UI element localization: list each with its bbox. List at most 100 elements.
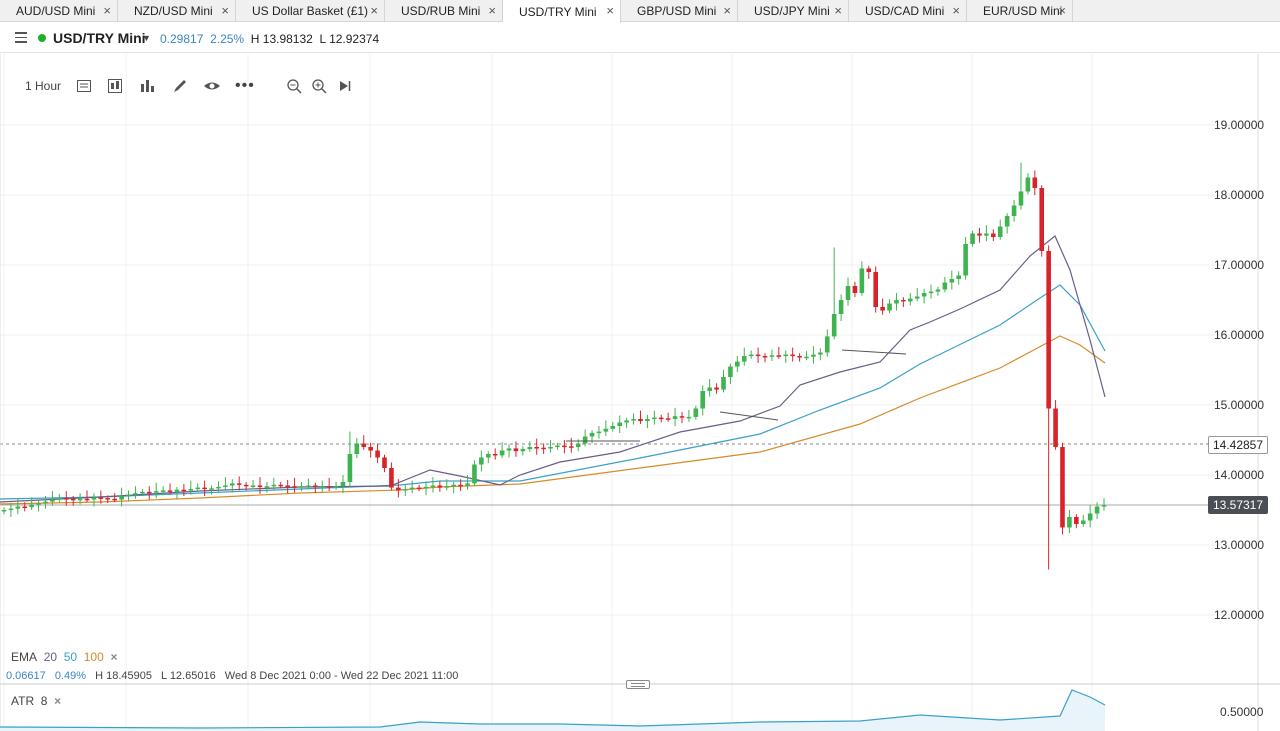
- tab-label: USD/RUB Mini: [401, 4, 481, 18]
- candle-body: [479, 457, 484, 465]
- candle-body: [174, 489, 180, 492]
- candle-body: [50, 499, 55, 502]
- candle-body: [389, 468, 394, 488]
- interval-selector[interactable]: 1 Hour: [25, 79, 62, 93]
- candle-body: [506, 448, 512, 451]
- candle-body: [1018, 191, 1024, 206]
- scroll-end-icon[interactable]: [338, 74, 352, 98]
- candle-body: [326, 486, 332, 488]
- candle-body: [783, 354, 789, 357]
- candle-body: [499, 450, 505, 456]
- candle-body: [77, 498, 83, 501]
- candle-body: [901, 300, 906, 302]
- candle-body: [693, 408, 699, 417]
- candle-body: [513, 448, 519, 452]
- close-icon[interactable]: ×: [952, 3, 960, 18]
- close-icon[interactable]: ×: [606, 3, 614, 18]
- candle-body: [596, 431, 602, 434]
- quote-summary: 0.29817 2.25% H 13.98132 L 12.92374: [160, 32, 379, 46]
- close-icon[interactable]: ×: [834, 3, 842, 18]
- close-icon[interactable]: ×: [54, 694, 62, 708]
- market-status-dot: [38, 34, 46, 42]
- candle-body: [949, 279, 955, 283]
- candle-body: [15, 506, 21, 509]
- candle-body: [935, 289, 941, 292]
- candle-body: [340, 482, 346, 487]
- candle-body: [845, 286, 851, 300]
- close-icon[interactable]: ×: [1058, 3, 1066, 18]
- close-icon[interactable]: ×: [723, 3, 731, 18]
- candle-body: [748, 354, 754, 357]
- tab-nzd-usd-mini[interactable]: NZD/USD Mini ×: [118, 0, 236, 22]
- candle-body: [43, 501, 48, 504]
- chevron-down-icon[interactable]: ▼: [142, 33, 151, 43]
- candle-body: [451, 484, 456, 487]
- draw-icon[interactable]: [172, 74, 188, 98]
- indicators-icon[interactable]: [139, 74, 155, 98]
- tab-usd-jpy-mini[interactable]: USD/JPY Mini ×: [738, 0, 849, 22]
- tab-gbp-usd-mini[interactable]: GBP/USD Mini ×: [621, 0, 738, 22]
- candle-body: [1053, 408, 1058, 447]
- candles-icon[interactable]: [107, 74, 123, 98]
- tab-aud-usd-mini[interactable]: AUD/USD Mini ×: [0, 0, 118, 22]
- eye-icon[interactable]: [203, 74, 221, 98]
- candle-body: [361, 443, 367, 447]
- candle-body: [140, 491, 145, 494]
- close-icon[interactable]: ×: [110, 650, 118, 664]
- tab-usd-rub-mini[interactable]: USD/RUB Mini ×: [385, 0, 503, 22]
- tab-label: USD/TRY Mini: [519, 4, 597, 19]
- instrument-header: USD/TRY Mini ▼ 0.29817 2.25% H 13.98132 …: [0, 23, 1280, 53]
- candle-body: [1080, 520, 1086, 524]
- candle-body: [970, 233, 975, 244]
- candle-body: [472, 464, 477, 484]
- candle-body: [368, 447, 373, 451]
- candle-body: [568, 446, 574, 448]
- more-icon[interactable]: •••: [235, 77, 255, 94]
- candle-body: [914, 296, 920, 299]
- chart-type-icon[interactable]: [76, 74, 92, 98]
- zoom-in-icon[interactable]: [311, 74, 327, 98]
- candle-body: [665, 418, 671, 420]
- candle-body: [762, 356, 768, 358]
- candle-body: [243, 484, 249, 487]
- ema-period-100[interactable]: 100: [83, 650, 104, 664]
- pane-resize-handle[interactable]: [626, 680, 650, 689]
- candle-body: [1039, 188, 1045, 251]
- candle-body: [721, 377, 726, 390]
- candle-body: [811, 354, 816, 357]
- candle-body: [299, 486, 304, 488]
- menu-icon[interactable]: [15, 32, 27, 43]
- candle-body: [755, 354, 761, 357]
- candle-body: [984, 233, 989, 236]
- candle-body: [887, 303, 892, 311]
- tab-us-dollar-basket-1[interactable]: US Dollar Basket (£1) ×: [236, 0, 385, 22]
- candle-body: [285, 485, 290, 487]
- price-chart[interactable]: [0, 54, 1280, 731]
- candle-body: [1087, 513, 1093, 521]
- candle-body: [804, 356, 809, 359]
- ema-period-20[interactable]: 20: [43, 650, 58, 664]
- instrument-name[interactable]: USD/TRY Mini: [53, 30, 146, 46]
- candle-body: [707, 387, 712, 391]
- stats-range: Wed 8 Dec 2021 0:00 - Wed 22 Dec 2021 11…: [224, 670, 459, 682]
- zoom-out-icon[interactable]: [286, 74, 302, 98]
- candle-body: [437, 485, 443, 488]
- change-percent: 2.25%: [210, 32, 245, 46]
- candle-body: [236, 483, 242, 485]
- candle-body: [790, 354, 795, 357]
- close-icon[interactable]: ×: [488, 3, 496, 18]
- candle-body: [1094, 506, 1100, 514]
- candle-body: [70, 498, 76, 501]
- close-icon[interactable]: ×: [103, 3, 111, 18]
- tab-usd-try-mini[interactable]: USD/TRY Mini ×: [503, 0, 621, 23]
- crosshair-price-tag: 14.42857: [1208, 436, 1268, 454]
- candle-body: [112, 498, 117, 501]
- candle-body: [313, 485, 318, 487]
- atr-period[interactable]: 8: [40, 694, 48, 708]
- close-icon[interactable]: ×: [221, 3, 229, 18]
- close-icon[interactable]: ×: [370, 3, 378, 18]
- tab-usd-cad-mini[interactable]: USD/CAD Mini ×: [849, 0, 967, 22]
- ema-period-50[interactable]: 50: [63, 650, 78, 664]
- candle-body: [271, 484, 277, 487]
- tab-eur-usd-mini[interactable]: EUR/USD Mini ×: [967, 0, 1073, 22]
